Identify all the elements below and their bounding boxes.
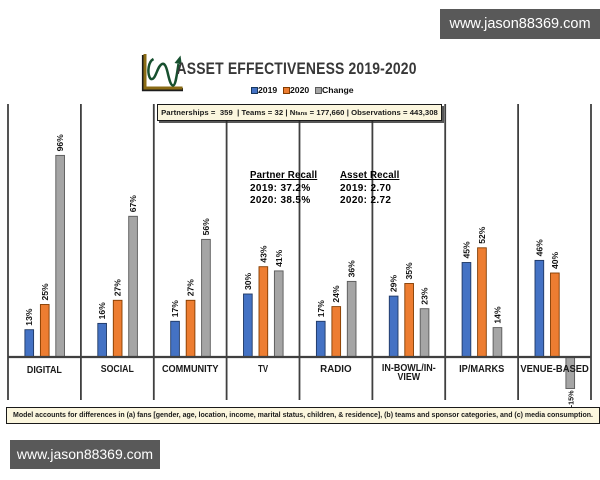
svg-text:14%: 14%	[492, 306, 502, 324]
svg-text:35%: 35%	[404, 262, 414, 280]
svg-text:TV: TV	[258, 364, 268, 375]
svg-text:52%: 52%	[477, 226, 487, 244]
svg-text:36%: 36%	[347, 260, 357, 278]
svg-text:96%: 96%	[55, 134, 65, 152]
svg-text:25%: 25%	[40, 283, 50, 301]
svg-text:23%: 23%	[420, 287, 430, 305]
svg-text:46%: 46%	[534, 239, 544, 257]
svg-text:VIEW: VIEW	[397, 372, 420, 383]
svg-text:30%: 30%	[243, 272, 253, 290]
svg-text:67%: 67%	[128, 195, 138, 213]
svg-text:17%: 17%	[316, 300, 326, 318]
svg-text:ASSET EFFECTIVENESS 2019-2020: ASSET EFFECTIVENESS 2019-2020	[177, 60, 417, 79]
svg-text:16%: 16%	[97, 302, 107, 320]
svg-text:17%: 17%	[170, 300, 180, 318]
svg-text:27%: 27%	[186, 279, 196, 297]
svg-text:41%: 41%	[274, 249, 284, 267]
svg-text:IP/MARKS: IP/MARKS	[459, 364, 504, 375]
svg-text:13%: 13%	[24, 308, 34, 326]
svg-text:24%: 24%	[331, 285, 341, 303]
svg-text:-15%: -15%	[566, 390, 575, 407]
svg-text:DIGITAL: DIGITAL	[27, 365, 62, 376]
svg-text:COMMUNITY: COMMUNITY	[162, 364, 219, 375]
svg-text:SOCIAL: SOCIAL	[101, 364, 134, 375]
svg-text:43%: 43%	[258, 245, 268, 263]
svg-text:29%: 29%	[389, 275, 399, 293]
svg-text:27%: 27%	[113, 279, 123, 297]
svg-text:40%: 40%	[550, 251, 560, 269]
svg-text:RADIO: RADIO	[320, 364, 352, 375]
svg-text:VENUE-BASED: VENUE-BASED	[520, 364, 589, 375]
svg-text:56%: 56%	[201, 218, 211, 236]
svg-text:IN-BOWL/IN-: IN-BOWL/IN-	[382, 363, 436, 374]
svg-text:45%: 45%	[462, 241, 472, 259]
